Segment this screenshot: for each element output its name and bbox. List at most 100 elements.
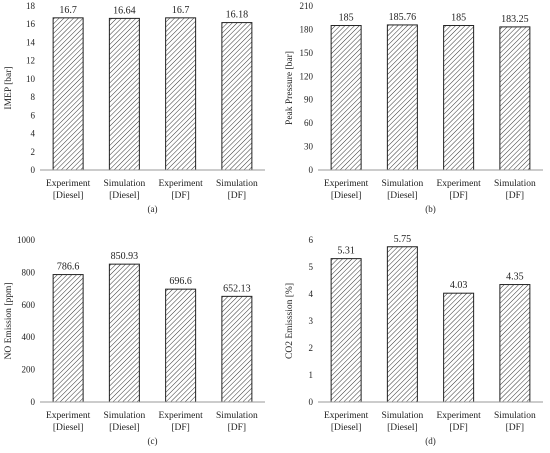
category-label-line: [DF] <box>449 191 467 201</box>
bar <box>499 26 531 171</box>
bar <box>108 263 140 403</box>
bar <box>499 284 531 403</box>
panel-label: (d) <box>425 436 436 446</box>
category-label: Experiment [Diesel] <box>324 411 369 433</box>
y-axis-title: Peak Pressure [bar] <box>285 51 295 125</box>
y-tick-label: 0 <box>31 165 36 175</box>
category-label: Simulation [DF] <box>216 179 258 201</box>
y-tick-label: 12 <box>26 56 35 66</box>
category-label: Experiment [DF] <box>436 411 481 433</box>
category-label-line: Experiment <box>46 411 91 421</box>
y-tick-label: 90 <box>304 95 314 105</box>
y-tick-label: 18 <box>26 1 36 11</box>
data-label: 4.35 <box>506 272 524 283</box>
category-label: Simulation [Diesel] <box>104 411 146 433</box>
y-tick-label: 0 <box>309 165 314 175</box>
data-label: 16.7 <box>172 5 190 16</box>
category-label-line: [DF] <box>171 191 189 201</box>
data-label: 16.7 <box>59 5 77 16</box>
category-label-line: Experiment <box>436 411 481 421</box>
y-tick-label: 16 <box>26 19 36 29</box>
data-label: 850.93 <box>111 251 139 262</box>
y-tick-label: 0 <box>309 397 314 407</box>
category-label-line: Experiment <box>324 411 369 421</box>
category-label: Experiment [DF] <box>158 179 203 201</box>
y-tick-label: 400 <box>22 332 36 342</box>
bar <box>221 22 253 171</box>
data-label: 5.31 <box>337 246 355 257</box>
y-axis-title: NO Emission [ppm] <box>4 282 14 359</box>
bar <box>52 17 84 171</box>
panel-label: (b) <box>425 204 436 214</box>
bar <box>386 246 418 403</box>
y-tick-label: 0 <box>31 397 36 407</box>
y-tick-label: 800 <box>22 267 36 277</box>
data-label: 5.75 <box>394 234 412 245</box>
chart-panel-3: 0 200 400 600 800 1000 NO Emission [ppm] 786.6 E… <box>4 235 265 446</box>
y-tick-label: 4 <box>31 129 36 139</box>
y-tick-label: 5 <box>309 262 314 272</box>
y-tick-label: 2 <box>31 147 36 157</box>
category-label-line: Simulation <box>216 179 258 189</box>
bar <box>386 24 418 171</box>
category-label-line: [DF] <box>171 423 189 433</box>
y-tick-label: 14 <box>26 37 36 47</box>
chart-panel-2: 0 30 60 90 120 150 180 210 Peak Pressure [bar] 18… <box>285 1 543 214</box>
y-tick-label: 60 <box>304 118 314 128</box>
y-tick-label: 3 <box>309 316 314 326</box>
category-label-line: [DF] <box>449 423 467 433</box>
y-axis-title: CO2 Emisssion [%] <box>285 283 295 359</box>
y-tick-label: 30 <box>304 142 314 152</box>
chart-panel-4: 0 1 2 3 4 5 6 CO2 Emisssion [%] 5.31 Experiment [D… <box>285 234 543 446</box>
bar <box>165 17 197 171</box>
y-tick-label: 8 <box>31 92 36 102</box>
data-label: 183.25 <box>501 14 529 25</box>
category-label-line: Simulation <box>104 179 146 189</box>
y-axis-title: IMEP [bar] <box>4 66 14 109</box>
category-label-line: [Diesel] <box>109 191 140 201</box>
category-label-line: [Diesel] <box>331 423 362 433</box>
category-label: Simulation [Diesel] <box>104 179 146 201</box>
category-label: Simulation [Diesel] <box>382 411 424 433</box>
y-tick-label: 150 <box>300 48 314 58</box>
category-label-line: [DF] <box>506 423 524 433</box>
bar <box>108 17 140 171</box>
chart-panel-1: 0 2 4 6 8 10 12 14 16 18 IMEP [bar] 16.7 Experiment [… <box>4 1 265 214</box>
category-label: Simulation [DF] <box>494 179 536 201</box>
y-tick-label: 120 <box>300 71 314 81</box>
bar <box>52 274 84 403</box>
y-tick-label: 1 <box>309 370 314 380</box>
bar <box>330 25 362 171</box>
category-label-line: [Diesel] <box>109 423 140 433</box>
panel-label: (c) <box>148 436 158 446</box>
y-tick-label: 600 <box>22 300 36 310</box>
category-label-line: Experiment <box>158 179 203 189</box>
category-label-line: Simulation <box>494 179 536 189</box>
category-label: Experiment [Diesel] <box>46 411 91 433</box>
data-label: 185.76 <box>389 12 417 23</box>
panel-label: (a) <box>148 204 158 214</box>
category-label-line: [Diesel] <box>53 191 84 201</box>
category-label-line: [Diesel] <box>387 423 418 433</box>
category-label: Simulation [Diesel] <box>382 179 424 201</box>
category-label-line: Experiment <box>436 179 481 189</box>
category-label-line: Experiment <box>46 179 91 189</box>
y-tick-label: 6 <box>309 235 314 245</box>
category-label-line: Simulation <box>494 411 536 421</box>
category-label-line: Experiment <box>158 411 203 421</box>
category-label: Experiment [Diesel] <box>46 179 91 201</box>
category-label: Experiment [Diesel] <box>324 179 369 201</box>
y-tick-label: 200 <box>22 365 36 375</box>
y-tick-label: 210 <box>300 1 314 11</box>
category-label-line: Simulation <box>104 411 146 421</box>
category-label: Experiment [DF] <box>158 411 203 433</box>
category-label: Experiment [DF] <box>436 179 481 201</box>
data-label: 16.64 <box>113 5 136 16</box>
y-tick-label: 2 <box>309 343 314 353</box>
bar <box>443 25 475 171</box>
category-label-line: [DF] <box>506 191 524 201</box>
data-label: 786.6 <box>57 262 80 273</box>
y-tick-label: 6 <box>31 110 36 120</box>
data-label: 652.13 <box>223 283 251 294</box>
